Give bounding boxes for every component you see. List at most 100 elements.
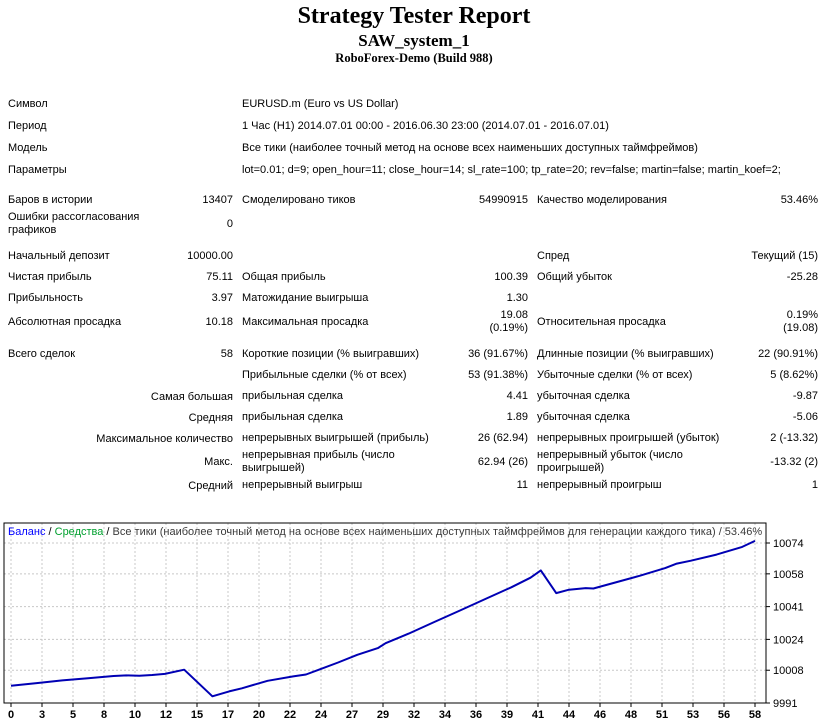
stat-value: 13407 xyxy=(202,194,233,206)
y-axis-label: 10008 xyxy=(773,665,804,677)
x-axis-label: 56 xyxy=(718,709,730,721)
table-row: Максимальное количество непрерывных выиг… xyxy=(0,428,828,449)
stat-value: 10.18 xyxy=(205,315,233,328)
section-gap xyxy=(0,237,828,246)
table-row: Начальный депозит 10000.00 Спред Текущий (… xyxy=(0,246,828,267)
x-axis-label: 29 xyxy=(377,709,389,721)
stat-label: Средний xyxy=(188,479,233,492)
x-axis-label: 20 xyxy=(253,709,265,721)
stat-label: непрерывная прибыль (число выигрышей) xyxy=(242,449,395,474)
stat-value: 1 Час (H1) 2014.07.01 00:00 - 2016.06.30… xyxy=(242,120,609,132)
table-row: Абсолютная просадка 10.18 Максимальная пр… xyxy=(0,309,828,335)
stat-label: Максимальное количество xyxy=(96,432,233,445)
x-axis-label: 39 xyxy=(501,709,513,721)
y-axis-label: 9991 xyxy=(773,698,797,710)
stat-label: Макс. xyxy=(204,456,233,468)
stat-label: Убыточные сделки (% от всех) xyxy=(537,369,693,381)
stat-label: убыточная сделка xyxy=(537,390,630,402)
stat-value: 0 xyxy=(226,217,233,230)
report-header: Strategy Tester Report SAW_system_1 Robo… xyxy=(0,3,828,66)
x-axis-label: 12 xyxy=(160,709,172,721)
x-axis-label: 15 xyxy=(191,709,203,721)
balance-line xyxy=(10,539,756,698)
stat-value: 2 (-13.32) xyxy=(770,432,818,444)
stat-label: Баров в истории xyxy=(8,194,93,206)
x-axis-label: 3 xyxy=(39,709,45,721)
report-table: Символ EURUSD.m (Euro vs US Dollar) Пери… xyxy=(0,93,828,496)
stat-label: Начальный депозит xyxy=(8,250,110,262)
stat-label: непрерывный выигрыш xyxy=(242,479,363,491)
section-gap xyxy=(0,181,828,190)
stat-value: 26 (62.94) xyxy=(477,432,528,444)
stat-label: Период xyxy=(8,119,47,132)
stat-label: Относительная просадка xyxy=(537,315,666,328)
x-axis-label: 34 xyxy=(439,709,452,721)
stat-label: прибыльная сделка xyxy=(242,390,344,402)
stat-value: 1 xyxy=(811,479,818,491)
stat-label: Средняя xyxy=(188,411,233,424)
stat-label: Максимальная просадка xyxy=(242,315,369,328)
stat-value: 36 (91.67%) xyxy=(468,348,528,360)
stat-value: 3.97 xyxy=(211,292,233,304)
x-axis-label: 51 xyxy=(656,709,668,721)
x-axis-label: 53 xyxy=(687,709,699,721)
chart-legend: Баланс / Средства / Все тики (наиболее т… xyxy=(8,526,762,538)
y-axis-label: 10024 xyxy=(773,634,804,646)
stat-value: 62.94 (26) xyxy=(477,455,528,468)
balance-chart: 0 3 5 8 10 12 15 17 20 22 24 27 29 32 34 36 39 41 44 46 48 51… xyxy=(3,522,804,721)
stat-label: непрерывных выигрышей (прибыль) xyxy=(242,432,429,444)
x-axis-label: 27 xyxy=(346,709,358,721)
server-build: RoboForex-Demo (Build 988) xyxy=(335,51,493,65)
stat-label: Параметры xyxy=(8,163,67,176)
stat-value: 22 (90.91%) xyxy=(758,348,818,360)
stat-label: Модель xyxy=(8,141,48,154)
stat-value: EURUSD.m (Euro vs US Dollar) xyxy=(242,98,399,110)
stat-value: Все тики (наиболее точный метод на основ… xyxy=(242,142,698,154)
stat-label: Символ xyxy=(8,97,48,110)
stat-value: 10000.00 xyxy=(187,250,233,262)
stat-label: непрерывный убыток (число проигрышей) xyxy=(537,449,683,474)
stat-label: Смоделировано тиков xyxy=(242,194,356,206)
x-axis-label: 10 xyxy=(129,709,141,721)
table-row: Баров в истории 13407 Смоделировано тиков… xyxy=(0,190,828,211)
section-gap xyxy=(0,335,828,344)
table-row: Всего сделок 58 Короткие позиции (% выигр… xyxy=(0,344,828,365)
stat-label: Спред xyxy=(537,250,570,262)
stat-value: 0.19% (19.08) xyxy=(783,309,818,334)
x-axis-label: 44 xyxy=(563,709,576,721)
stat-value: 100.39 xyxy=(494,271,528,283)
x-axis-label: 41 xyxy=(532,709,544,721)
table-row: Средний непрерывный выигрыш 11 непрерывны… xyxy=(0,475,828,496)
table-row: Макс. непрерывная прибыль (число выигрыш… xyxy=(0,449,828,475)
x-axis-label: 46 xyxy=(594,709,606,721)
x-axis-label: 8 xyxy=(101,709,107,721)
table-row: Прибыльность 3.97 Матожидание выигрыша 1.3… xyxy=(0,288,828,309)
table-row: Прибыльные сделки (% от всех) 53 (91.38%)… xyxy=(0,365,828,386)
table-row: Модель Все тики (наиболее точный метод н… xyxy=(0,137,828,159)
x-axis-label: 36 xyxy=(470,709,482,721)
stat-label: Прибыльность xyxy=(8,292,83,304)
stat-value: lot=0.01; d=9; open_hour=11; close_hour=… xyxy=(242,164,781,176)
table-row: Символ EURUSD.m (Euro vs US Dollar) xyxy=(0,93,828,115)
stat-value: -13.32 (2) xyxy=(770,455,818,468)
x-axis-label: 32 xyxy=(408,709,420,721)
stat-value: -5.06 xyxy=(792,411,818,423)
stat-value: Текущий (15) xyxy=(751,250,818,262)
stat-value: -9.87 xyxy=(792,390,818,402)
strategy-tester-report: { "header": { "title": "Strategy Tester … xyxy=(0,3,828,723)
legend-equity-label: Средства xyxy=(55,526,105,538)
y-axis-label: 10058 xyxy=(773,569,804,581)
legend-balance-label: Баланс xyxy=(8,526,46,538)
stat-value: 19.08 (0.19%) xyxy=(489,309,528,334)
x-axis-label: 17 xyxy=(222,709,234,721)
stat-label: Матожидание выигрыша xyxy=(242,292,369,304)
stat-label: Короткие позиции (% выигравших) xyxy=(242,348,420,360)
stat-value: -25.28 xyxy=(786,271,818,283)
table-row: Средняя прибыльная сделка 1.89 убыточная … xyxy=(0,407,828,428)
x-axis-label: 48 xyxy=(625,709,637,721)
x-axis-label: 58 xyxy=(749,709,761,721)
chart-border xyxy=(3,522,767,704)
stat-label: Чистая прибыль xyxy=(8,271,92,283)
stat-value: 11 xyxy=(516,479,528,491)
stat-label: Общая прибыль xyxy=(242,271,326,283)
